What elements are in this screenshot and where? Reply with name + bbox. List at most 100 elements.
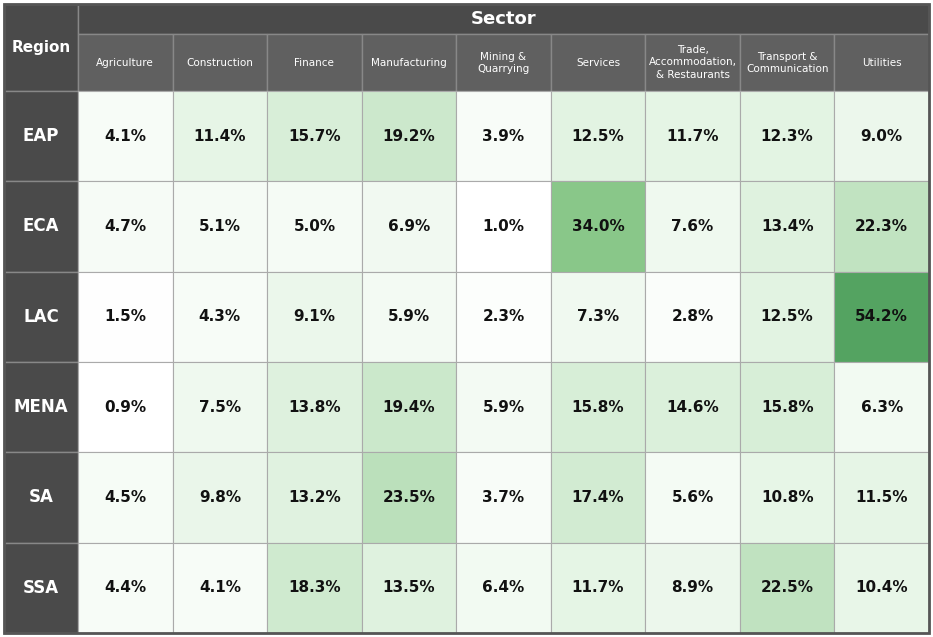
Text: 15.7%: 15.7% <box>288 129 341 144</box>
Text: ECA: ECA <box>22 217 60 236</box>
FancyBboxPatch shape <box>362 362 456 452</box>
Text: 18.3%: 18.3% <box>288 580 341 596</box>
Text: 17.4%: 17.4% <box>572 490 624 505</box>
FancyBboxPatch shape <box>646 34 740 91</box>
Text: 9.1%: 9.1% <box>293 310 335 324</box>
Text: 3.7%: 3.7% <box>482 490 524 505</box>
Text: 19.4%: 19.4% <box>383 399 436 415</box>
FancyBboxPatch shape <box>456 452 550 543</box>
Text: 1.5%: 1.5% <box>104 310 146 324</box>
Text: 5.1%: 5.1% <box>199 219 241 234</box>
Text: LAC: LAC <box>23 308 59 326</box>
Text: 23.5%: 23.5% <box>383 490 436 505</box>
Text: 13.2%: 13.2% <box>288 490 341 505</box>
Text: 11.4%: 11.4% <box>193 129 246 144</box>
Text: 22.5%: 22.5% <box>760 580 814 596</box>
FancyBboxPatch shape <box>78 271 173 362</box>
FancyBboxPatch shape <box>550 34 646 91</box>
Text: 19.2%: 19.2% <box>383 129 436 144</box>
FancyBboxPatch shape <box>834 271 929 362</box>
Text: 5.9%: 5.9% <box>482 399 524 415</box>
Text: 2.3%: 2.3% <box>482 310 524 324</box>
Text: 14.6%: 14.6% <box>666 399 719 415</box>
FancyBboxPatch shape <box>646 271 740 362</box>
Text: 13.4%: 13.4% <box>760 219 814 234</box>
FancyBboxPatch shape <box>646 91 740 182</box>
FancyBboxPatch shape <box>550 91 646 182</box>
Text: Transport &
Communication: Transport & Communication <box>745 52 829 73</box>
FancyBboxPatch shape <box>4 182 78 271</box>
Text: 0.9%: 0.9% <box>104 399 146 415</box>
Text: 34.0%: 34.0% <box>572 219 624 234</box>
FancyBboxPatch shape <box>362 182 456 271</box>
FancyBboxPatch shape <box>550 543 646 633</box>
FancyBboxPatch shape <box>267 91 362 182</box>
Text: 54.2%: 54.2% <box>856 310 908 324</box>
FancyBboxPatch shape <box>173 452 267 543</box>
FancyBboxPatch shape <box>740 271 834 362</box>
FancyBboxPatch shape <box>78 452 173 543</box>
Text: 12.5%: 12.5% <box>760 310 814 324</box>
Text: 13.5%: 13.5% <box>383 580 436 596</box>
FancyBboxPatch shape <box>362 34 456 91</box>
FancyBboxPatch shape <box>4 4 78 91</box>
FancyBboxPatch shape <box>834 362 929 452</box>
Text: 12.5%: 12.5% <box>572 129 624 144</box>
Text: Mining &
Quarrying: Mining & Quarrying <box>478 52 530 73</box>
Text: 4.4%: 4.4% <box>104 580 146 596</box>
Text: 4.7%: 4.7% <box>104 219 146 234</box>
FancyBboxPatch shape <box>267 362 362 452</box>
FancyBboxPatch shape <box>550 362 646 452</box>
FancyBboxPatch shape <box>4 271 78 362</box>
FancyBboxPatch shape <box>78 34 173 91</box>
FancyBboxPatch shape <box>78 4 929 34</box>
Text: 7.5%: 7.5% <box>199 399 241 415</box>
FancyBboxPatch shape <box>834 452 929 543</box>
FancyBboxPatch shape <box>267 452 362 543</box>
Text: 2.8%: 2.8% <box>672 310 714 324</box>
FancyBboxPatch shape <box>173 362 267 452</box>
FancyBboxPatch shape <box>78 543 173 633</box>
Text: 6.9%: 6.9% <box>388 219 430 234</box>
FancyBboxPatch shape <box>740 543 834 633</box>
Text: Services: Services <box>576 57 620 68</box>
Text: 15.8%: 15.8% <box>572 399 624 415</box>
FancyBboxPatch shape <box>740 452 834 543</box>
Text: 4.5%: 4.5% <box>104 490 146 505</box>
Text: Manufacturing: Manufacturing <box>371 57 447 68</box>
Text: EAP: EAP <box>22 127 59 145</box>
FancyBboxPatch shape <box>740 91 834 182</box>
FancyBboxPatch shape <box>834 34 929 91</box>
FancyBboxPatch shape <box>173 543 267 633</box>
Text: 5.6%: 5.6% <box>672 490 714 505</box>
FancyBboxPatch shape <box>362 91 456 182</box>
Text: 10.8%: 10.8% <box>760 490 814 505</box>
FancyBboxPatch shape <box>646 543 740 633</box>
Text: Trade,
Accommodation,
& Restaurants: Trade, Accommodation, & Restaurants <box>648 45 737 80</box>
Text: Finance: Finance <box>295 57 334 68</box>
Text: 7.3%: 7.3% <box>577 310 620 324</box>
FancyBboxPatch shape <box>834 182 929 271</box>
Text: 11.5%: 11.5% <box>856 490 908 505</box>
FancyBboxPatch shape <box>267 34 362 91</box>
FancyBboxPatch shape <box>456 271 550 362</box>
Text: 11.7%: 11.7% <box>572 580 624 596</box>
FancyBboxPatch shape <box>267 543 362 633</box>
FancyBboxPatch shape <box>173 34 267 91</box>
FancyBboxPatch shape <box>267 182 362 271</box>
FancyBboxPatch shape <box>740 34 834 91</box>
FancyBboxPatch shape <box>834 91 929 182</box>
Text: 10.4%: 10.4% <box>856 580 908 596</box>
Text: Construction: Construction <box>187 57 253 68</box>
FancyBboxPatch shape <box>4 543 78 633</box>
FancyBboxPatch shape <box>4 91 78 182</box>
Text: 5.9%: 5.9% <box>388 310 430 324</box>
Text: 7.6%: 7.6% <box>672 219 714 234</box>
Text: Utilities: Utilities <box>862 57 901 68</box>
Text: 6.4%: 6.4% <box>482 580 524 596</box>
Text: 6.3%: 6.3% <box>860 399 903 415</box>
FancyBboxPatch shape <box>267 271 362 362</box>
FancyBboxPatch shape <box>362 452 456 543</box>
Text: 12.3%: 12.3% <box>760 129 814 144</box>
Text: 5.0%: 5.0% <box>293 219 336 234</box>
